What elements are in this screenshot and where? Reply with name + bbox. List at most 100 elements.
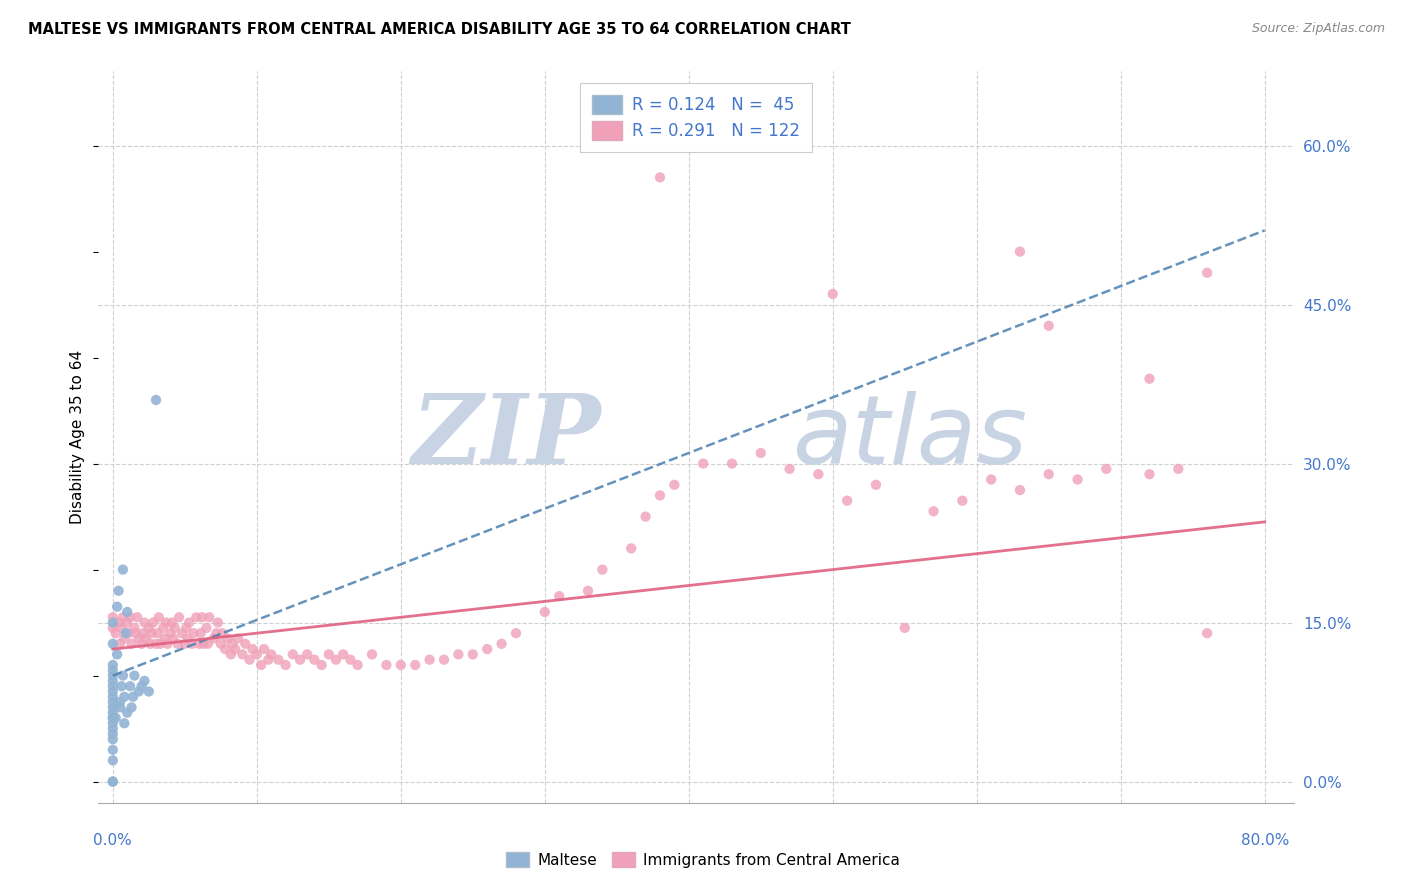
Point bbox=[101, 690, 124, 704]
Point bbox=[821, 287, 844, 301]
Point bbox=[128, 684, 150, 698]
Point bbox=[664, 477, 686, 491]
Point bbox=[155, 615, 177, 630]
Text: ZIP: ZIP bbox=[411, 390, 600, 484]
Point bbox=[1008, 244, 1031, 259]
Point bbox=[104, 626, 127, 640]
Point bbox=[105, 648, 128, 662]
Point bbox=[922, 504, 945, 518]
Point bbox=[214, 642, 236, 657]
Point bbox=[181, 637, 204, 651]
Text: 0.0%: 0.0% bbox=[93, 833, 132, 848]
Point bbox=[101, 668, 124, 682]
Point bbox=[217, 632, 239, 646]
Point bbox=[174, 621, 197, 635]
Point bbox=[195, 621, 218, 635]
Point bbox=[311, 658, 333, 673]
Point bbox=[893, 621, 915, 635]
Point bbox=[112, 632, 135, 646]
Point bbox=[404, 658, 426, 673]
Point bbox=[433, 653, 456, 667]
Point bbox=[807, 467, 830, 482]
Point bbox=[110, 679, 132, 693]
Point bbox=[141, 626, 163, 640]
Point bbox=[548, 589, 571, 603]
Point bbox=[1139, 372, 1161, 386]
Point bbox=[257, 653, 280, 667]
Point bbox=[198, 610, 221, 624]
Point bbox=[207, 615, 229, 630]
Point bbox=[111, 610, 134, 624]
Point bbox=[128, 632, 150, 646]
Y-axis label: Disability Age 35 to 64: Disability Age 35 to 64 bbox=[70, 350, 86, 524]
Point bbox=[132, 626, 155, 640]
Point bbox=[114, 626, 136, 640]
Point bbox=[166, 637, 188, 651]
Point bbox=[122, 690, 145, 704]
Point bbox=[505, 626, 527, 640]
Point bbox=[101, 658, 124, 673]
Point bbox=[101, 700, 124, 714]
Point bbox=[105, 599, 128, 614]
Point bbox=[107, 583, 129, 598]
Point bbox=[153, 632, 176, 646]
Point bbox=[152, 621, 174, 635]
Point bbox=[125, 626, 148, 640]
Point bbox=[1038, 467, 1060, 482]
Point bbox=[191, 610, 214, 624]
Point bbox=[101, 716, 124, 731]
Point bbox=[1038, 318, 1060, 333]
Point bbox=[101, 673, 124, 688]
Point bbox=[634, 509, 657, 524]
Point bbox=[160, 615, 183, 630]
Point bbox=[190, 626, 212, 640]
Point bbox=[101, 706, 124, 720]
Point bbox=[325, 653, 347, 667]
Point bbox=[142, 615, 165, 630]
Point bbox=[246, 648, 269, 662]
Point bbox=[1167, 462, 1189, 476]
Text: 80.0%: 80.0% bbox=[1240, 833, 1289, 848]
Point bbox=[1066, 473, 1088, 487]
Point bbox=[318, 648, 340, 662]
Point bbox=[135, 632, 157, 646]
Point bbox=[163, 621, 186, 635]
Legend: R = 0.124   N =  45, R = 0.291   N = 122: R = 0.124 N = 45, R = 0.291 N = 122 bbox=[581, 83, 811, 152]
Point bbox=[692, 457, 714, 471]
Point bbox=[239, 653, 262, 667]
Point bbox=[288, 653, 311, 667]
Point bbox=[156, 637, 179, 651]
Point bbox=[219, 648, 242, 662]
Text: atlas: atlas bbox=[792, 391, 1026, 483]
Point bbox=[170, 626, 193, 640]
Point bbox=[865, 477, 887, 491]
Point bbox=[253, 642, 276, 657]
Point bbox=[149, 637, 172, 651]
Point bbox=[233, 637, 256, 651]
Point bbox=[139, 637, 162, 651]
Point bbox=[115, 706, 138, 720]
Point bbox=[620, 541, 643, 556]
Point bbox=[134, 673, 156, 688]
Point bbox=[186, 610, 208, 624]
Point bbox=[419, 653, 441, 667]
Point bbox=[101, 711, 124, 725]
Point bbox=[209, 637, 232, 651]
Point bbox=[281, 648, 304, 662]
Point bbox=[148, 610, 170, 624]
Point bbox=[197, 637, 219, 651]
Point bbox=[134, 615, 156, 630]
Point bbox=[648, 170, 671, 185]
Point bbox=[138, 684, 160, 698]
Point bbox=[295, 648, 318, 662]
Point bbox=[205, 626, 228, 640]
Point bbox=[447, 648, 470, 662]
Point bbox=[339, 653, 361, 667]
Point bbox=[101, 615, 124, 630]
Point bbox=[101, 727, 124, 741]
Point bbox=[167, 610, 190, 624]
Point bbox=[107, 615, 129, 630]
Point bbox=[110, 621, 132, 635]
Point bbox=[1095, 462, 1118, 476]
Point bbox=[159, 626, 181, 640]
